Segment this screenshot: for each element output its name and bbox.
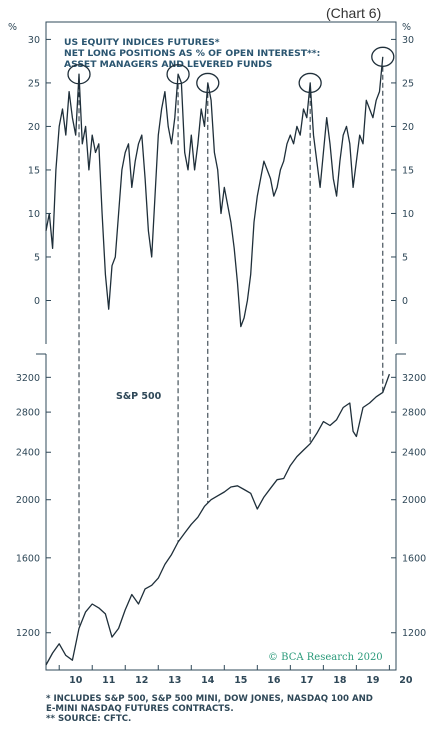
footnote-3: ** SOURCE: CFTC.: [46, 714, 131, 724]
bottom-ytick-label-right: 2000: [402, 495, 426, 506]
peak-circle: [196, 72, 220, 94]
top-ytick-label-right: 5: [402, 252, 408, 263]
top-ytick-label-left: 25: [28, 78, 40, 89]
peak-circle: [166, 64, 190, 85]
top-ytick-label-left: 10: [28, 209, 40, 220]
top-ytick-label-right: 25: [402, 78, 414, 89]
bottom-ytick-label-left: 1600: [16, 553, 40, 564]
xtick-label: 20: [399, 675, 413, 686]
bottom-ytick-label-left: 2800: [16, 408, 40, 419]
chart-title-line-1: US EQUITY INDICES FUTURES*: [64, 37, 220, 48]
footnote-1: * INCLUDES S&P 500, S&P 500 MINI, DOW JO…: [46, 694, 373, 704]
top-ytick-label-left: 15: [28, 165, 40, 176]
peak-circle: [298, 72, 322, 94]
xtick-label: 16: [267, 675, 281, 686]
top-ytick-label-right: 30: [402, 35, 414, 46]
bottom-ytick-label-left: 1200: [16, 628, 40, 639]
xtick-label: 17: [300, 675, 313, 686]
top-ytick-label-right: 10: [402, 209, 414, 220]
bottom-ytick-label-left: 2400: [16, 448, 40, 459]
xtick-label: 11: [102, 675, 115, 686]
xtick-label: 15: [234, 675, 247, 686]
xtick-label: 12: [135, 675, 148, 686]
bottom-ytick-label-right: 1200: [402, 628, 426, 639]
chart-title-line-2: NET LONG POSITIONS AS % OF OPEN INTEREST…: [64, 48, 320, 59]
top-ytick-label-right: 0: [402, 296, 408, 307]
bottom-ytick-label-right: 1600: [402, 553, 426, 564]
xtick-label: 14: [201, 675, 215, 686]
bottom-ytick-label-right: 3200: [402, 373, 426, 384]
bottom-ytick-label-right: 2800: [402, 408, 426, 419]
chart-title-line-3: ASSET MANAGERS AND LEVERED FUNDS: [64, 59, 272, 70]
top-ytick-label-left: 30: [28, 35, 40, 46]
top-ytick-label-left: 5: [34, 252, 40, 263]
net-long-positions-line: [45, 56, 384, 328]
brand-logo: © BCA Research 2020: [268, 652, 383, 663]
xtick-label: 10: [69, 675, 83, 686]
top-ytick-label-left: 0: [34, 296, 40, 307]
top-ytick-label-right: 20: [402, 122, 414, 133]
right-unit-label: %: [402, 22, 411, 33]
sp500-line: [45, 373, 391, 666]
xtick-label: 18: [333, 675, 347, 686]
bottom-ytick-label-left: 2000: [16, 495, 40, 506]
peak-circle: [371, 46, 395, 67]
footnote-2: E-MINI NASDAQ FUTURES CONTRACTS.: [46, 704, 234, 714]
peak-circle: [67, 64, 91, 85]
xtick-label: 13: [168, 675, 181, 686]
chart-label: (Chart 6): [326, 5, 381, 21]
xtick-label: 19: [366, 675, 379, 686]
top-ytick-label-right: 15: [402, 165, 414, 176]
left-unit-label: %: [8, 22, 17, 33]
sp500-label: S&P 500: [116, 391, 162, 402]
panel-break: [36, 344, 406, 354]
bottom-ytick-label-left: 3200: [16, 373, 40, 384]
bottom-ytick-label-right: 2400: [402, 448, 426, 459]
top-ytick-label-left: 20: [28, 122, 40, 133]
